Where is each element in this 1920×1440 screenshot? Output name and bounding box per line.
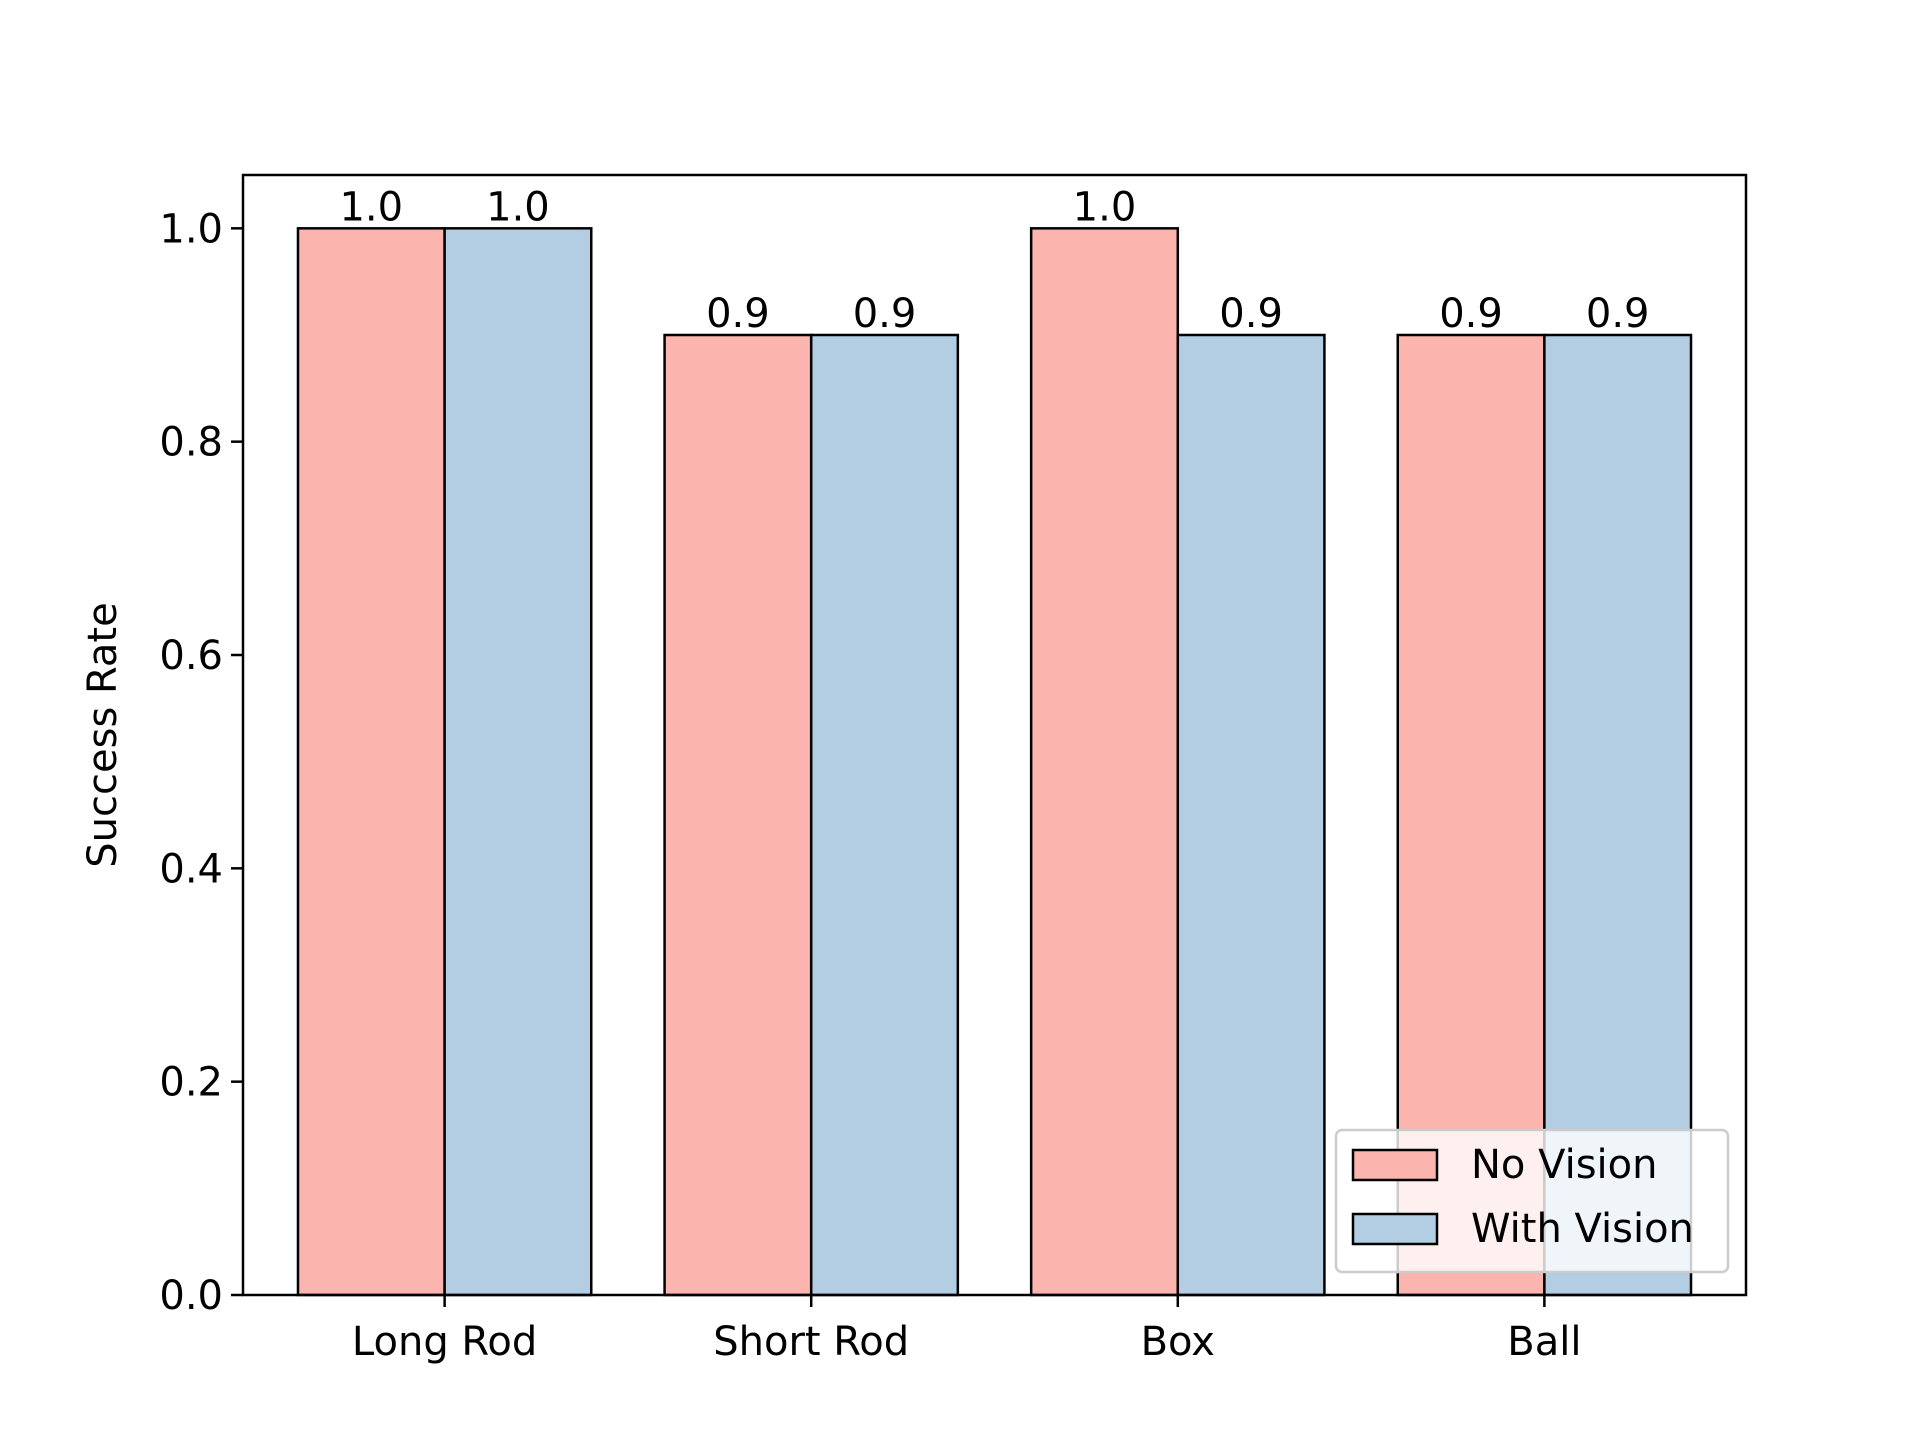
y-tick-label: 0.2 <box>159 1060 223 1106</box>
x-tick-label: Long Rod <box>352 1319 537 1365</box>
value-label-short-rod-no-vision: 0.9 <box>706 291 770 337</box>
bar-short-rod-with-vision <box>809 333 960 1297</box>
y-tick-label: 1.0 <box>159 206 223 252</box>
x-axis: Long Rod Short Rod Box Ball <box>352 1295 1581 1365</box>
x-tick-label: Box <box>1141 1319 1215 1365</box>
bar-short-rod-no-vision <box>663 333 813 1297</box>
value-label-box-no-vision: 1.0 <box>1073 184 1137 230</box>
x-tick-label: Short Rod <box>713 1319 909 1365</box>
legend-label-no-vision: No Vision <box>1471 1142 1657 1188</box>
y-tick-label: 0.6 <box>159 633 223 679</box>
legend: No Vision With Vision <box>1334 1128 1730 1274</box>
y-axis-title: Success Rate <box>80 602 126 867</box>
y-axis: 0.0 0.2 0.4 0.6 0.8 1.0 <box>159 206 243 1319</box>
value-label-short-rod-with-vision: 0.9 <box>853 291 917 337</box>
y-tick-label: 0.0 <box>159 1273 223 1319</box>
x-tick-label: Ball <box>1507 1319 1581 1365</box>
bar-box-with-vision <box>1176 333 1326 1297</box>
value-label-box-with-vision: 0.9 <box>1219 291 1283 337</box>
y-tick-label: 0.8 <box>159 420 223 466</box>
bar-long-rod-no-vision <box>296 227 446 1297</box>
legend-label-with-vision: With Vision <box>1471 1206 1694 1252</box>
legend-swatch-with-vision <box>1351 1212 1439 1246</box>
legend-swatch-no-vision <box>1351 1148 1439 1182</box>
value-label-ball-with-vision: 0.9 <box>1586 291 1650 337</box>
plot-frame <box>241 173 1748 1297</box>
value-label-long-rod-with-vision: 1.0 <box>486 184 550 230</box>
y-tick-label: 0.4 <box>159 846 223 892</box>
value-label-ball-no-vision: 0.9 <box>1439 291 1503 337</box>
value-labels-layer: 1.0 1.0 0.9 0.9 1.0 0.9 0.9 0.9 <box>339 184 1649 337</box>
bar-box-no-vision <box>1029 227 1180 1297</box>
value-label-long-rod-no-vision: 1.0 <box>339 184 403 230</box>
bar-long-rod-with-vision <box>443 227 593 1297</box>
